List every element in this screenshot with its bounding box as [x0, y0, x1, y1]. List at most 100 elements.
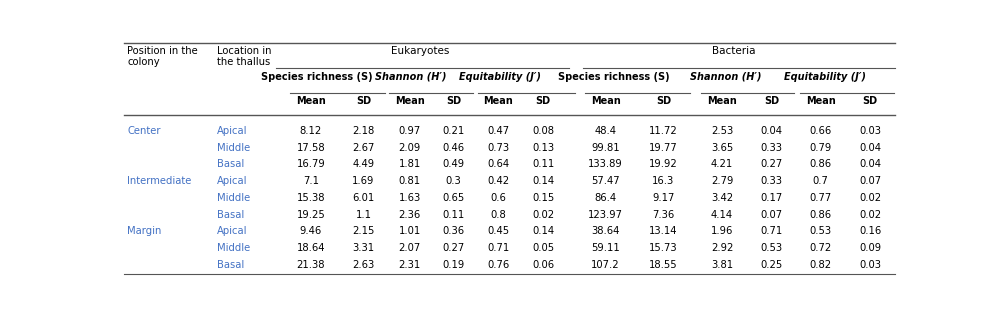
Text: 3.81: 3.81: [711, 260, 733, 270]
Text: 2.18: 2.18: [352, 126, 374, 135]
Text: 0.27: 0.27: [442, 243, 464, 253]
Text: 8.12: 8.12: [299, 126, 322, 135]
Text: 17.58: 17.58: [296, 143, 325, 153]
Text: Mean: Mean: [296, 96, 325, 106]
Text: 21.38: 21.38: [296, 260, 325, 270]
Text: 19.92: 19.92: [648, 159, 677, 169]
Text: Middle: Middle: [217, 243, 249, 253]
Text: 0.21: 0.21: [442, 126, 464, 135]
Text: 0.36: 0.36: [442, 226, 464, 236]
Text: 0.86: 0.86: [809, 159, 831, 169]
Text: 0.65: 0.65: [442, 193, 464, 203]
Text: 6.01: 6.01: [352, 193, 374, 203]
Text: 0.47: 0.47: [487, 126, 509, 135]
Text: 0.45: 0.45: [487, 226, 509, 236]
Text: 2.31: 2.31: [399, 260, 420, 270]
Text: 99.81: 99.81: [590, 143, 619, 153]
Text: Position in the
colony: Position in the colony: [127, 46, 198, 67]
Text: 0.53: 0.53: [759, 243, 781, 253]
Text: 0.46: 0.46: [442, 143, 464, 153]
Text: 0.97: 0.97: [399, 126, 420, 135]
Text: SD: SD: [862, 96, 877, 106]
Text: 7.1: 7.1: [303, 176, 319, 186]
Text: Intermediate: Intermediate: [127, 176, 192, 186]
Text: 0.05: 0.05: [532, 243, 554, 253]
Text: Species richness (S): Species richness (S): [558, 72, 669, 82]
Text: 2.92: 2.92: [710, 243, 733, 253]
Text: 4.14: 4.14: [711, 210, 733, 219]
Text: 0.82: 0.82: [809, 260, 831, 270]
Text: 0.25: 0.25: [759, 260, 781, 270]
Text: 0.79: 0.79: [809, 143, 831, 153]
Text: 0.64: 0.64: [487, 159, 509, 169]
Text: 1.81: 1.81: [399, 159, 420, 169]
Text: Basal: Basal: [217, 260, 244, 270]
Text: 0.03: 0.03: [858, 126, 880, 135]
Text: 0.16: 0.16: [858, 226, 881, 236]
Text: 0.06: 0.06: [532, 260, 554, 270]
Text: 18.55: 18.55: [648, 260, 677, 270]
Text: 0.6: 0.6: [490, 193, 506, 203]
Text: 0.73: 0.73: [487, 143, 509, 153]
Text: 0.49: 0.49: [442, 159, 464, 169]
Text: 16.79: 16.79: [296, 159, 325, 169]
Text: 133.89: 133.89: [587, 159, 622, 169]
Text: Margin: Margin: [127, 226, 162, 236]
Text: 3.31: 3.31: [352, 243, 374, 253]
Text: 0.53: 0.53: [809, 226, 831, 236]
Text: Apical: Apical: [217, 176, 248, 186]
Text: 0.27: 0.27: [759, 159, 781, 169]
Text: Basal: Basal: [217, 210, 244, 219]
Text: 4.21: 4.21: [710, 159, 733, 169]
Text: 11.72: 11.72: [648, 126, 677, 135]
Text: 0.03: 0.03: [858, 260, 880, 270]
Text: 3.65: 3.65: [710, 143, 733, 153]
Text: 1.01: 1.01: [399, 226, 420, 236]
Text: SD: SD: [763, 96, 778, 106]
Text: 0.76: 0.76: [487, 260, 509, 270]
Text: 0.07: 0.07: [858, 176, 881, 186]
Text: Shannon (H′): Shannon (H′): [690, 72, 760, 82]
Text: 0.77: 0.77: [809, 193, 831, 203]
Text: 107.2: 107.2: [590, 260, 619, 270]
Text: 0.13: 0.13: [532, 143, 554, 153]
Text: SD: SD: [535, 96, 550, 106]
Text: 0.33: 0.33: [759, 176, 781, 186]
Text: 0.11: 0.11: [442, 210, 464, 219]
Text: 0.07: 0.07: [759, 210, 781, 219]
Text: 15.73: 15.73: [648, 243, 677, 253]
Text: 0.14: 0.14: [532, 176, 554, 186]
Text: 1.96: 1.96: [710, 226, 733, 236]
Text: 57.47: 57.47: [590, 176, 619, 186]
Text: Middle: Middle: [217, 193, 249, 203]
Text: 0.08: 0.08: [532, 126, 554, 135]
Text: 13.14: 13.14: [648, 226, 677, 236]
Text: 59.11: 59.11: [590, 243, 619, 253]
Text: Basal: Basal: [217, 159, 244, 169]
Text: 2.07: 2.07: [399, 243, 420, 253]
Text: 0.04: 0.04: [858, 159, 880, 169]
Text: 123.97: 123.97: [587, 210, 622, 219]
Text: Middle: Middle: [217, 143, 249, 153]
Text: 0.09: 0.09: [858, 243, 881, 253]
Text: 0.17: 0.17: [759, 193, 781, 203]
Text: Equitability (J′): Equitability (J′): [782, 72, 865, 82]
Text: 0.8: 0.8: [490, 210, 506, 219]
Text: Mean: Mean: [805, 96, 835, 106]
Text: 2.79: 2.79: [710, 176, 733, 186]
Text: 2.15: 2.15: [352, 226, 374, 236]
Text: 16.3: 16.3: [652, 176, 674, 186]
Text: Bacteria: Bacteria: [711, 46, 754, 55]
Text: 0.02: 0.02: [532, 210, 554, 219]
Text: SD: SD: [445, 96, 461, 106]
Text: 2.09: 2.09: [399, 143, 420, 153]
Text: 1.63: 1.63: [399, 193, 420, 203]
Text: 19.25: 19.25: [296, 210, 325, 219]
Text: 86.4: 86.4: [593, 193, 616, 203]
Text: 2.53: 2.53: [710, 126, 733, 135]
Text: 4.49: 4.49: [352, 159, 374, 169]
Text: Mean: Mean: [483, 96, 513, 106]
Text: 0.11: 0.11: [532, 159, 554, 169]
Text: Eukaryotes: Eukaryotes: [390, 46, 448, 55]
Text: 0.02: 0.02: [858, 193, 881, 203]
